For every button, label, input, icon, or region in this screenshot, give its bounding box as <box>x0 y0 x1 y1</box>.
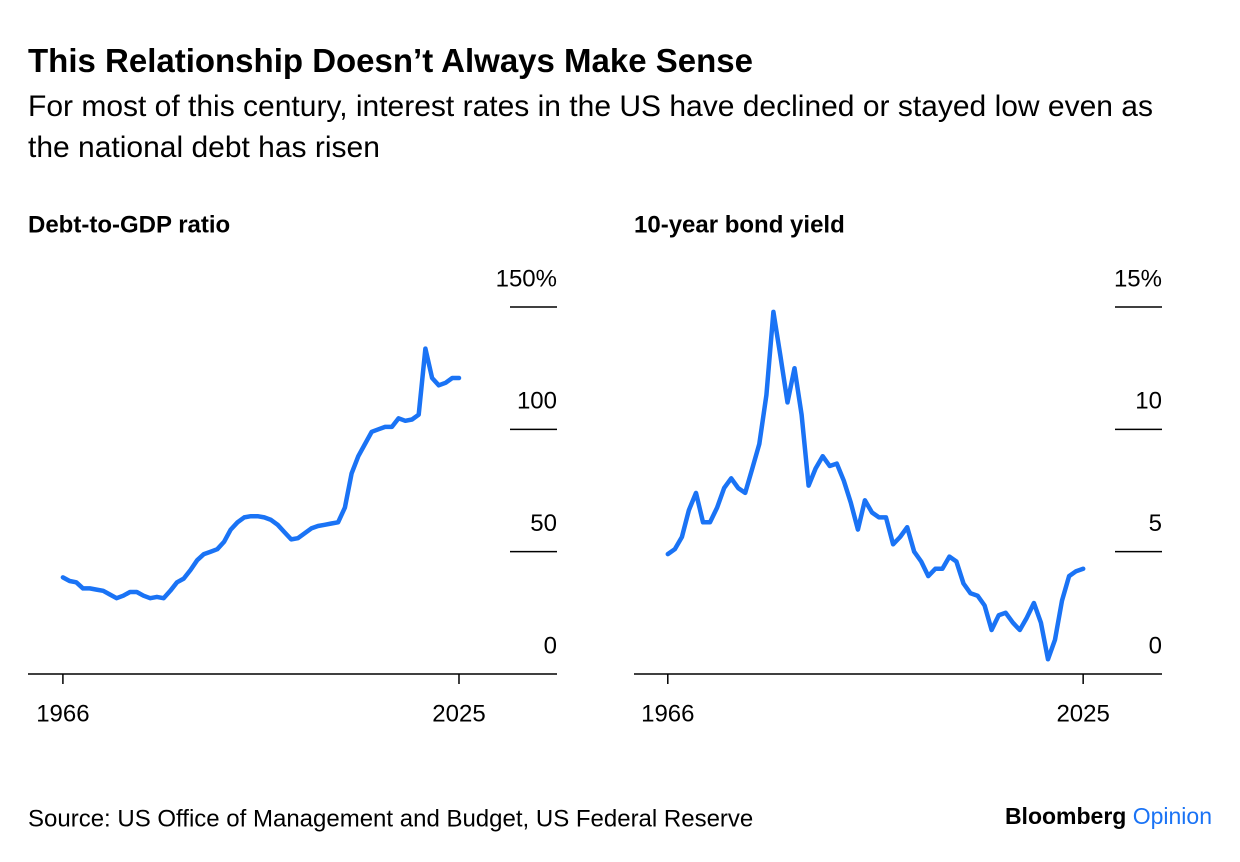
y-tick-label: 100 <box>517 388 557 415</box>
subtitle: For most of this century, interest rates… <box>28 90 1153 164</box>
y-tick-label: 5 <box>1149 510 1162 537</box>
x-tick-label: 2025 <box>432 700 485 727</box>
brand-product: Opinion <box>1133 803 1212 829</box>
y-tick-label: 150% <box>496 265 557 292</box>
chart-title: 10-year bond yield <box>634 211 845 238</box>
source: Source: US Office of Management and Budg… <box>28 805 753 832</box>
title: This Relationship Doesn’t Always Make Se… <box>28 42 753 79</box>
data-line <box>60 346 462 601</box>
x-tick-label: 2025 <box>1056 700 1109 727</box>
y-tick-label: 50 <box>530 510 557 537</box>
data-line <box>665 309 1086 662</box>
y-tick-label: 0 <box>544 632 557 659</box>
x-tick-label: 1966 <box>641 700 694 727</box>
y-tick-label: 0 <box>1149 632 1162 659</box>
brand: Bloomberg Opinion <box>1005 803 1212 829</box>
chart-title: Debt-to-GDP ratio <box>28 211 230 238</box>
y-tick-label: 15% <box>1114 265 1162 292</box>
brand-name: Bloomberg <box>1005 803 1126 829</box>
y-tick-label: 10 <box>1135 388 1162 415</box>
x-tick-label: 1966 <box>36 700 89 727</box>
